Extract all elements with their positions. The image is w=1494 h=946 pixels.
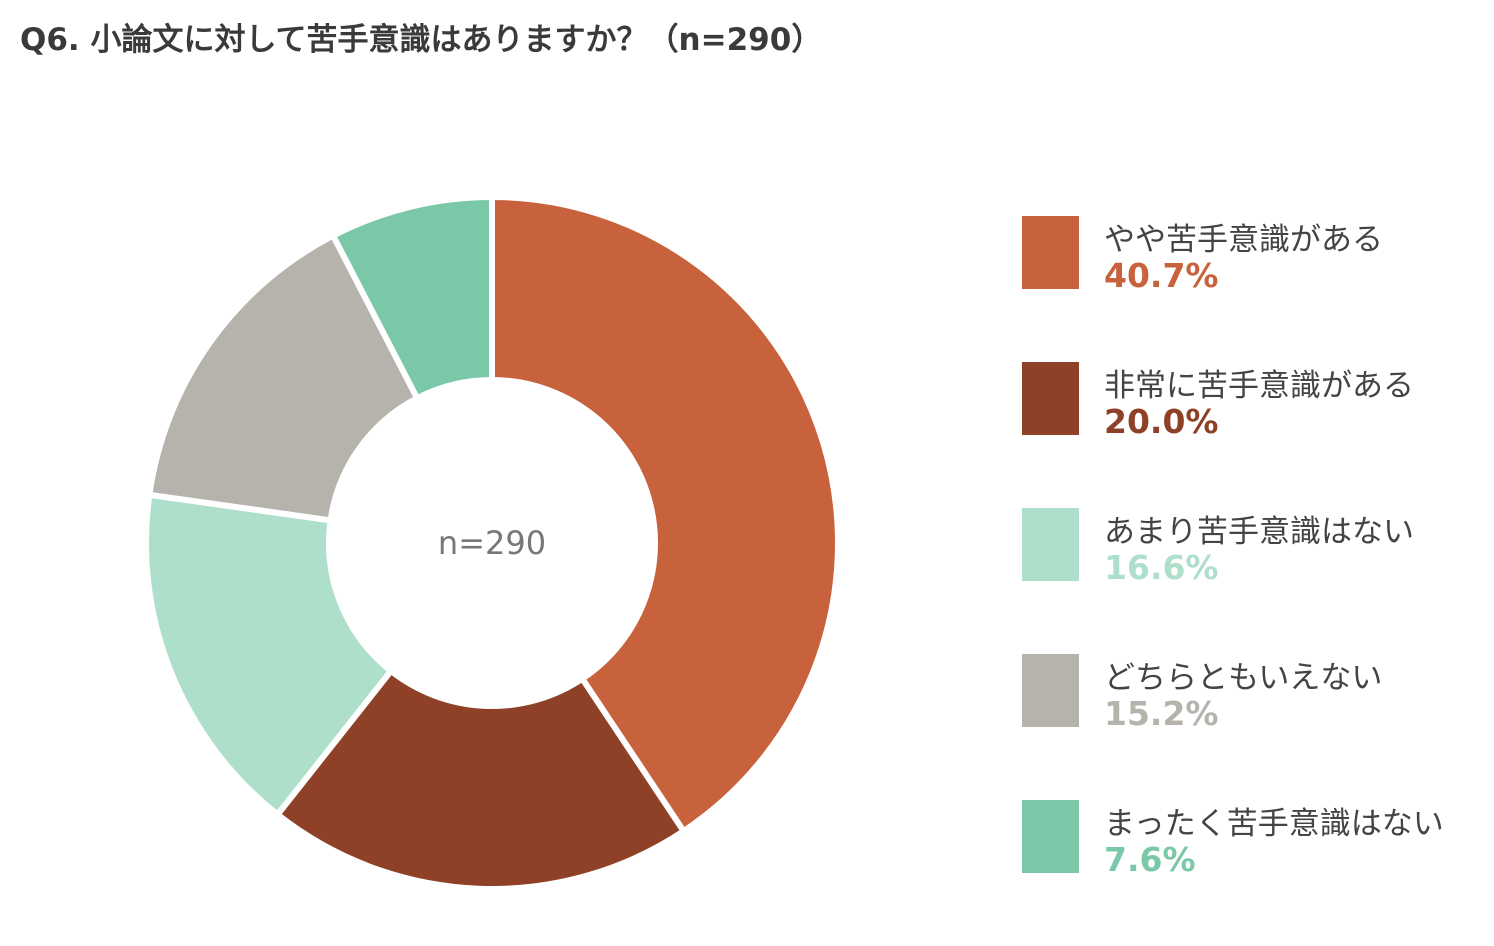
legend-label: やや苦手意識がある xyxy=(1104,222,1383,258)
legend-value: 15.2% xyxy=(1104,694,1219,733)
legend-label: まったく苦手意識はない xyxy=(1104,806,1444,842)
legend-swatch xyxy=(1022,654,1079,727)
legend-swatch xyxy=(1022,800,1079,873)
legend-value: 7.6% xyxy=(1104,840,1196,879)
legend-label: 非常に苦手意識がある xyxy=(1104,368,1414,404)
legend-swatch xyxy=(1022,508,1079,581)
donut-chart: n=290 xyxy=(143,193,841,892)
pie-slice-2 xyxy=(273,666,688,892)
legend-value: 40.7% xyxy=(1104,256,1219,295)
pie-slice-1 xyxy=(489,193,841,836)
legend-label: あまり苦手意識はない xyxy=(1104,514,1414,550)
legend-value: 16.6% xyxy=(1104,548,1219,587)
legend-swatch xyxy=(1022,216,1079,289)
legend-swatch xyxy=(1022,362,1079,435)
chart-title: Q6. 小論文に対して苦手意識はありますか？（n=290） xyxy=(20,22,823,58)
legend-value: 20.0% xyxy=(1104,402,1219,441)
pie-slice-4 xyxy=(145,231,422,524)
donut-svg: n=290 xyxy=(143,193,841,892)
legend-label: どちらともいえない xyxy=(1104,660,1383,696)
pie-slice-3 xyxy=(143,491,396,819)
center-label: n=290 xyxy=(438,524,546,562)
pie-slice-5 xyxy=(329,193,495,403)
